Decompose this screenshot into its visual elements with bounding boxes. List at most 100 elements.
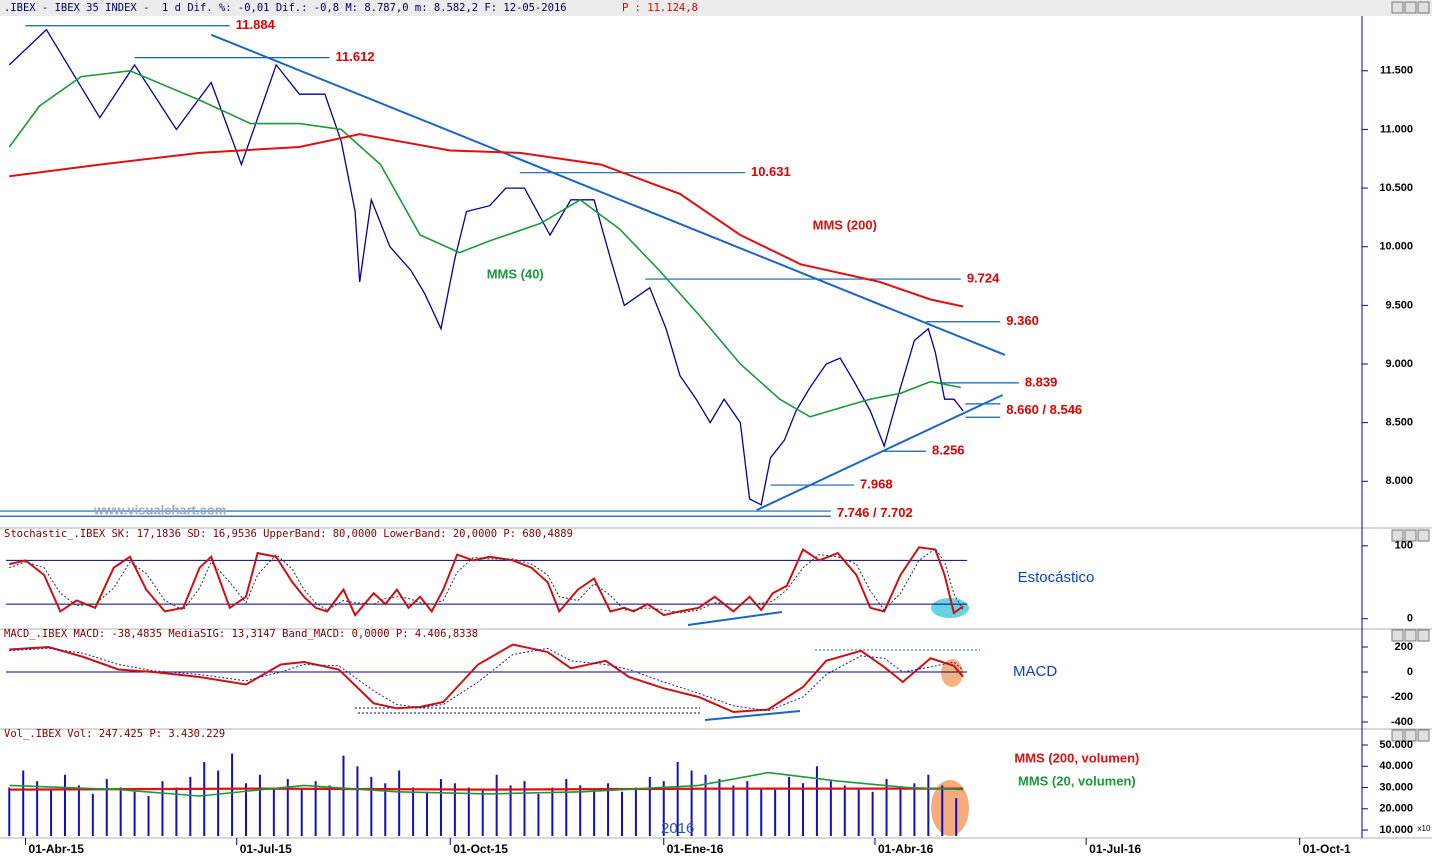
volume-bar [77, 785, 80, 836]
minimize-button[interactable] [1391, 629, 1404, 642]
level-label: 9.360 [1006, 313, 1039, 328]
volume-bar [760, 787, 763, 836]
panel-subtitle: P : 11.124,8 [622, 2, 698, 14]
annotation: Estocástico [1018, 569, 1095, 586]
highlight [931, 780, 969, 836]
level-label: 8.660 / 8.546 [1006, 402, 1082, 417]
close-button[interactable] [1417, 529, 1430, 542]
y-tick-label: 9.500 [1385, 299, 1413, 311]
volume-bar [300, 789, 303, 836]
volume-bar [885, 779, 888, 836]
y-tick-label: 8.500 [1385, 417, 1413, 429]
y-tick-label: 30.000 [1379, 781, 1413, 793]
volume-bar [50, 789, 53, 836]
minimize-button[interactable] [1391, 529, 1404, 542]
close-button[interactable] [1417, 1, 1430, 14]
volume-bar [802, 783, 805, 836]
maximize-button[interactable] [1404, 729, 1417, 742]
level-label: 7.746 / 7.702 [837, 505, 913, 520]
panel-title: .IBEX - IBEX 35 INDEX - 1 d Dif. %: -0,0… [4, 2, 567, 14]
maximize-button[interactable] [1404, 1, 1417, 14]
volume-bar [91, 793, 94, 836]
level-label: 11.612 [336, 49, 375, 64]
volume-bar [941, 785, 944, 836]
minimize-button[interactable] [1391, 1, 1404, 14]
y-tick-label: -400 [1391, 716, 1413, 728]
volume-bar [662, 781, 665, 836]
y-tick-label: 200 [1395, 641, 1413, 653]
y-tick-label: 20.000 [1379, 803, 1413, 815]
volume-bar [843, 785, 846, 836]
trend-line [756, 394, 1004, 512]
volume-bar [788, 776, 791, 836]
volume-bar [620, 791, 623, 836]
volume-bar [453, 783, 456, 836]
volume-bar [913, 783, 916, 836]
series-line [9, 546, 964, 617]
y-tick-label: 11.000 [1380, 123, 1413, 135]
axis-unit: x10 [1418, 824, 1431, 833]
volume-bar [829, 781, 832, 836]
level-label: 8.256 [932, 443, 965, 458]
volume-bar [523, 781, 526, 836]
volume-bar [384, 783, 387, 836]
volume-bar [648, 776, 651, 836]
volume-bar [161, 781, 164, 836]
maximize-button[interactable] [1404, 629, 1417, 642]
volume-bar [537, 793, 540, 836]
volume-bar [927, 774, 930, 836]
volume-bar [732, 785, 735, 836]
y-tick-label: 0 [1407, 613, 1413, 625]
x-tick-label: 01-Oct-1 [1303, 842, 1351, 856]
volume-bar [426, 791, 429, 836]
y-tick-label: 9.000 [1385, 358, 1413, 370]
volume-bar [63, 774, 66, 836]
volume-bar [481, 789, 484, 836]
window-buttons[interactable] [1391, 1, 1430, 742]
panel-title: Vol_.IBEX Vol: 247.425 P: 3.430.229 [4, 728, 225, 740]
level-label: 8.839 [1025, 374, 1058, 389]
volume-bar [105, 779, 108, 836]
x-tick-label: 01-Jul-16 [1089, 842, 1141, 856]
volume-bar [593, 789, 596, 836]
level-label: 9.724 [967, 271, 1000, 286]
minimize-button[interactable] [1391, 729, 1404, 742]
y-tick-label: 8.000 [1385, 475, 1413, 487]
volume-bar [815, 766, 818, 836]
level-label: 11.884 [236, 17, 276, 32]
volume-bar [203, 762, 206, 836]
series-line [9, 547, 964, 614]
y-tick-label: 10.500 [1379, 182, 1413, 194]
y-tick-label: 10.000 [1379, 241, 1413, 253]
close-button[interactable] [1417, 729, 1430, 742]
annotation: 2016 [661, 820, 694, 837]
series-line [9, 771, 964, 797]
volume-bar [509, 785, 512, 836]
volume-bar [676, 762, 679, 836]
volume-bar [328, 785, 331, 836]
series-line [9, 787, 964, 791]
volume-bar [439, 779, 442, 836]
y-tick-label: 50.000 [1379, 739, 1413, 751]
volume-bar [955, 798, 958, 836]
volume-bar [899, 787, 902, 836]
maximize-button[interactable] [1404, 529, 1417, 542]
volume-bar [231, 753, 234, 836]
volume-bar [314, 781, 317, 836]
volume-bar [133, 791, 136, 836]
x-tick-label: 01-Oct-15 [453, 842, 508, 856]
y-tick-label: 0 [1407, 666, 1413, 678]
series-label: MMS (40) [487, 266, 544, 281]
volume-bar [22, 770, 25, 836]
close-button[interactable] [1417, 629, 1430, 642]
volume-bar [147, 796, 150, 836]
series-label: MMS (200) [813, 217, 877, 232]
level-label: 7.968 [860, 476, 893, 491]
volume-bar [634, 787, 637, 836]
divergence-line [687, 611, 783, 626]
highlight [941, 659, 963, 687]
volume-bar [495, 774, 498, 836]
volume-bar [175, 787, 178, 836]
volume-bar [746, 781, 749, 836]
volume-bar [119, 787, 122, 836]
